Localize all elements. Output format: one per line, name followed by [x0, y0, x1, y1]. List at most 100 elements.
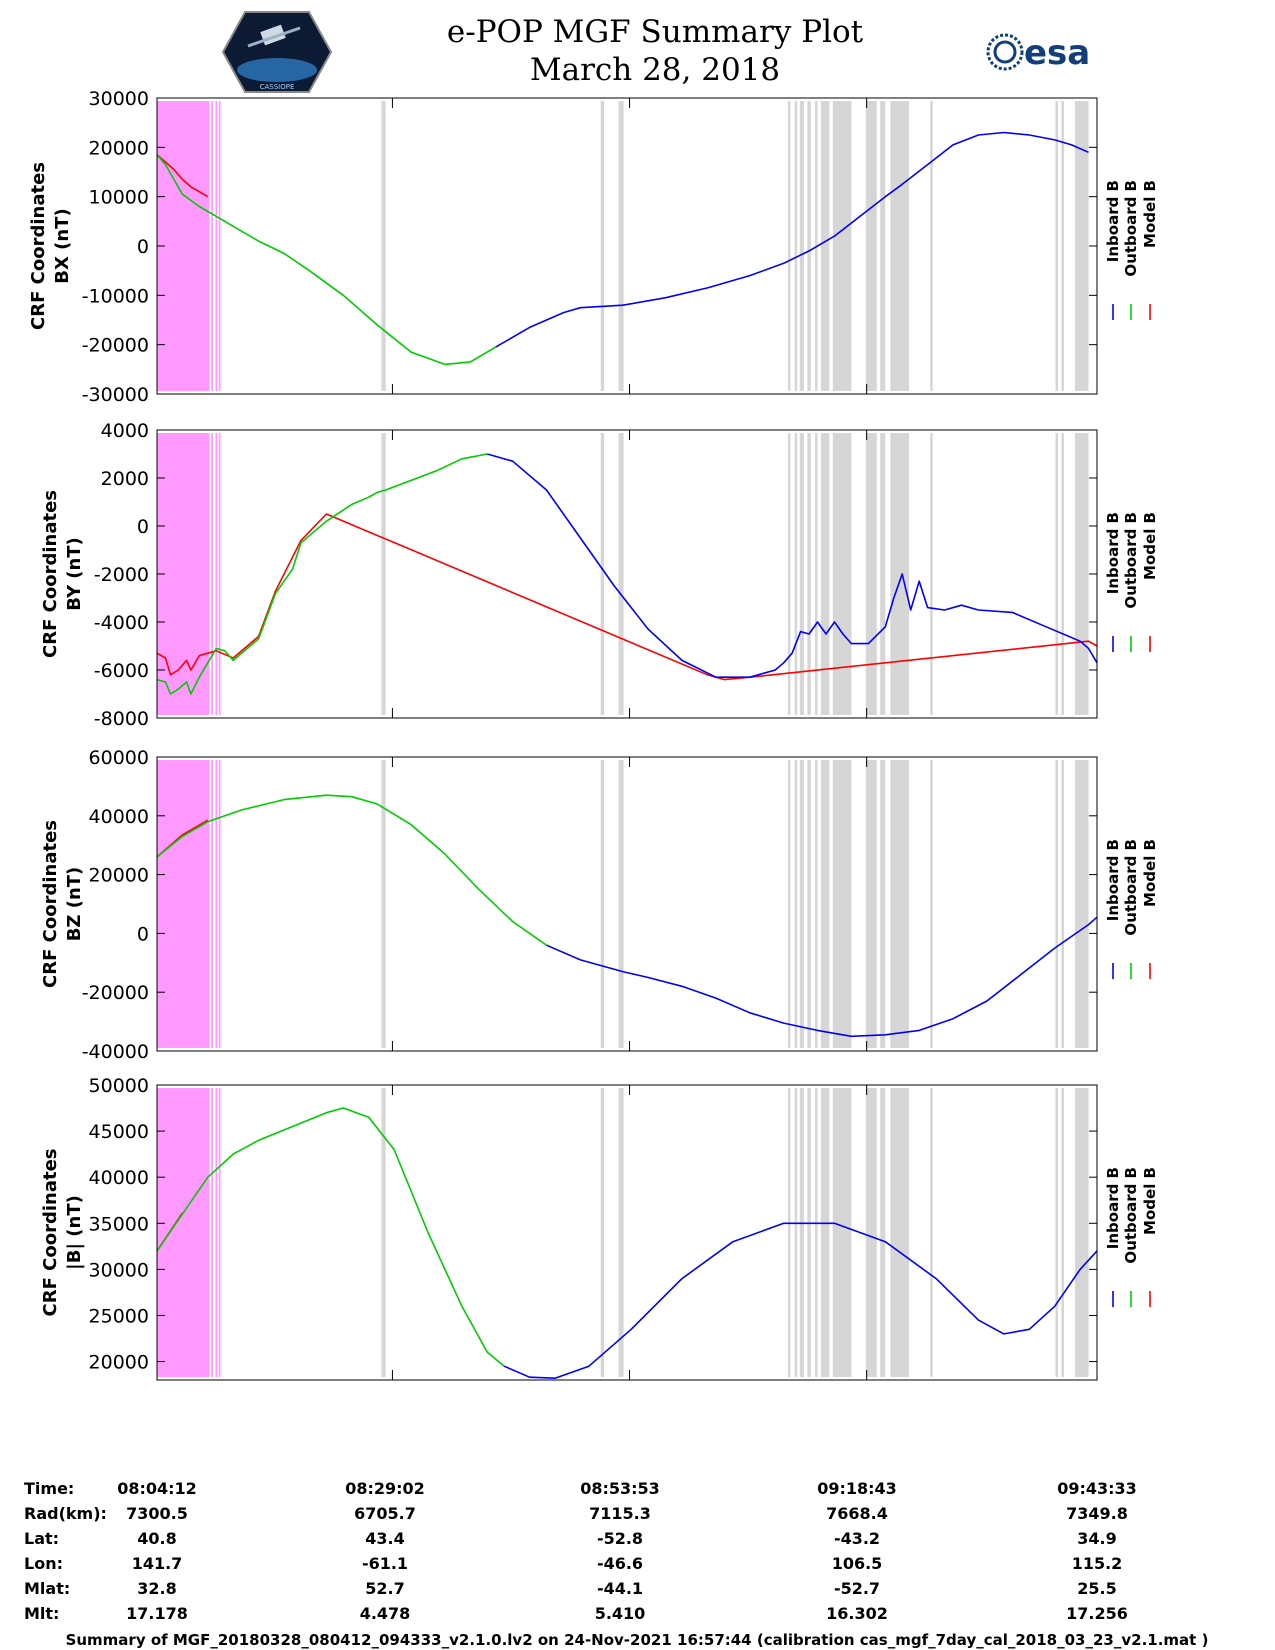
info-label: Mlt:	[24, 1604, 59, 1623]
data-gap-band	[832, 760, 852, 1048]
data-gap-band	[832, 433, 852, 715]
y-tick-label: 30000	[89, 88, 149, 110]
data-gap-band	[618, 101, 624, 391]
y-axis-label: BY (nT)	[64, 537, 85, 611]
info-value: 16.302	[826, 1604, 888, 1623]
data-gap-band	[787, 433, 791, 715]
data-gap-band	[815, 1088, 818, 1377]
data-gap-band	[820, 760, 830, 1048]
calibration-band	[215, 101, 218, 391]
data-gap-band	[1055, 101, 1059, 391]
legend-label: Outboard B	[1122, 1167, 1140, 1264]
legend-label: Inboard B	[1104, 512, 1122, 594]
data-gap-band	[1055, 760, 1059, 1048]
legend-label: Inboard B	[1104, 1167, 1122, 1249]
y-tick-label: -40000	[82, 1041, 149, 1063]
calibration-band	[218, 101, 221, 391]
series-line-outboard-b	[156, 154, 497, 366]
esa-logo-text: esa	[1024, 33, 1090, 73]
y-axis-label: |B| (nT)	[64, 1195, 85, 1270]
info-value: 6705.7	[354, 1504, 416, 1523]
data-gap-band	[1074, 433, 1089, 715]
data-gap-band	[880, 101, 886, 391]
info-label: Lat:	[24, 1529, 59, 1548]
series-line-model-b	[156, 513, 1098, 681]
calibration-band	[218, 1088, 221, 1377]
data-gap-band	[618, 433, 624, 715]
data-gap-band	[880, 433, 886, 715]
data-gap-band	[600, 433, 605, 715]
info-value: 25.5	[1077, 1579, 1116, 1598]
data-gap-band	[930, 101, 933, 391]
data-gap-band	[799, 433, 804, 715]
y-tick-label: 0	[137, 236, 149, 258]
data-gap-band	[1061, 101, 1064, 391]
data-gap-band	[794, 101, 798, 391]
data-gap-band	[799, 760, 804, 1048]
data-gap-band	[794, 433, 798, 715]
plot-frame	[156, 97, 1098, 395]
info-label: Lon:	[24, 1554, 63, 1573]
data-gap-band	[930, 760, 933, 1048]
footer-note: Summary of MGF_20180328_080412_094333_v2…	[66, 1631, 1209, 1649]
data-gap-band	[1055, 1088, 1059, 1377]
y-tick-label: 20000	[89, 137, 149, 159]
data-gap-band	[930, 433, 933, 715]
y-tick-label: -30000	[82, 384, 149, 406]
info-value: -43.2	[834, 1529, 880, 1548]
legend-label: Outboard B	[1122, 512, 1140, 609]
y-tick-label: -20000	[82, 335, 149, 357]
data-gap-band	[890, 760, 909, 1048]
y-axis-label: BX (nT)	[52, 208, 73, 283]
calibration-band	[157, 433, 210, 715]
info-value: -61.1	[362, 1554, 408, 1573]
y-tick-label: -2000	[94, 564, 149, 586]
y-axis-label: CRF Coordinates	[40, 1149, 61, 1317]
info-value: 08:53:53	[580, 1479, 660, 1498]
y-tick-label: -8000	[94, 708, 149, 730]
calibration-band	[218, 760, 221, 1048]
info-value: 52.7	[365, 1579, 404, 1598]
panel-bz: 60000 40000 20000 0 -20000 -40000 CRF Coordina…	[40, 747, 1159, 1063]
data-gap-band	[794, 1088, 798, 1377]
data-gap-band	[865, 1088, 877, 1377]
panel-by: 4000 2000 0 -2000 -4000 -6000 -8000 CRF Coordin…	[40, 420, 1159, 730]
info-value: 7668.4	[826, 1504, 888, 1523]
calibration-band	[215, 760, 218, 1048]
y-tick-label: 60000	[89, 747, 149, 769]
calibration-band	[211, 1088, 213, 1377]
data-gap-band	[1074, 760, 1089, 1048]
calibration-band	[157, 101, 210, 391]
data-gap-band	[1074, 101, 1089, 391]
data-gap-band	[600, 101, 605, 391]
y-tick-label: 50000	[89, 1075, 149, 1097]
data-gap-band	[832, 101, 852, 391]
calibration-band	[215, 1088, 218, 1377]
info-value: 09:43:33	[1057, 1479, 1137, 1498]
data-gap-band	[815, 433, 818, 715]
legend-label: Model B	[1141, 839, 1159, 907]
y-tick-label: -20000	[82, 982, 149, 1004]
data-gap-band	[890, 433, 909, 715]
legend-label: Outboard B	[1122, 839, 1140, 936]
data-gap-band	[787, 101, 791, 391]
plot-date: March 28, 2018	[530, 52, 780, 88]
data-gap-band	[880, 1088, 886, 1377]
plot-title: e-POP MGF Summary Plot	[447, 14, 864, 50]
y-tick-label: 20000	[89, 865, 149, 887]
info-value: 106.5	[832, 1554, 883, 1573]
info-value: 32.8	[137, 1579, 176, 1598]
legend-label: Inboard B	[1104, 180, 1122, 262]
panel-b-magnitude: 50000 45000 40000 35000 30000 25000 20000 CRF C…	[40, 1075, 1159, 1381]
info-value: 43.4	[365, 1529, 404, 1548]
info-value: -52.8	[597, 1529, 643, 1548]
data-gap-band	[600, 760, 605, 1048]
data-gap-band	[865, 101, 877, 391]
data-gap-band	[1061, 1088, 1064, 1377]
calibration-band	[218, 433, 221, 715]
info-value: 08:04:12	[117, 1479, 197, 1498]
info-label: Rad(km):	[24, 1504, 107, 1523]
info-value: 4.478	[360, 1604, 411, 1623]
data-gap-band	[890, 1088, 909, 1377]
calibration-band	[211, 433, 213, 715]
